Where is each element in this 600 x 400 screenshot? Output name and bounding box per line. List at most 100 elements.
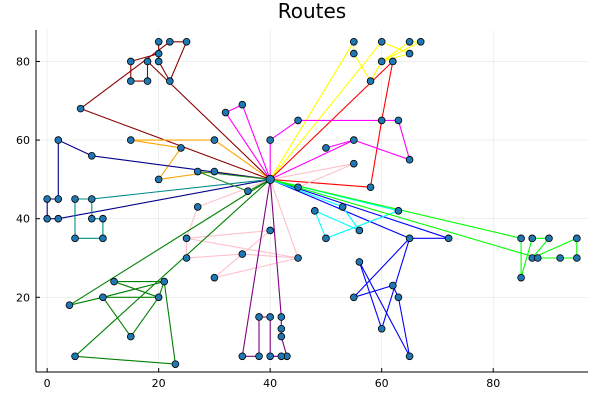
customer-point: [126, 136, 135, 144]
customer-point: [322, 234, 330, 243]
y-tick-label: 40: [16, 213, 30, 226]
customer-point: [377, 37, 386, 46]
customer-point: [322, 144, 330, 152]
depot-point: [265, 174, 275, 185]
customer-point: [389, 57, 397, 66]
customer-point: [545, 234, 553, 243]
ticks-layer: 0 20 40 60 80 20 40 60 80: [16, 55, 500, 390]
route-line-12: [270, 178, 399, 239]
customer-point: [182, 234, 191, 243]
customer-point: [255, 313, 263, 321]
customer-point: [355, 226, 364, 235]
customer-point: [350, 49, 358, 58]
customer-point: [65, 301, 74, 309]
customer-point: [99, 234, 107, 243]
customer-point: [405, 49, 414, 58]
customer-point: [377, 324, 386, 333]
customer-point: [210, 273, 219, 282]
customer-point: [294, 183, 302, 192]
customer-point: [350, 136, 358, 144]
y-tick-label: 20: [16, 291, 30, 304]
customer-point: [266, 352, 274, 361]
customer-point: [71, 234, 79, 243]
x-tick-label: 0: [44, 377, 51, 390]
customer-point: [405, 155, 414, 164]
customer-point: [166, 37, 174, 46]
customer-point: [444, 234, 453, 243]
customer-point: [534, 254, 542, 262]
chart-title: Routes: [278, 0, 346, 23]
customer-point: [99, 293, 107, 302]
customer-point: [221, 108, 230, 117]
customer-point: [154, 293, 163, 302]
customer-point: [87, 214, 96, 223]
customer-point: [366, 183, 375, 192]
customer-point: [377, 57, 386, 66]
customer-point: [528, 234, 537, 243]
grid-layer: [36, 30, 588, 372]
customer-point: [294, 254, 302, 262]
customer-point: [210, 167, 219, 176]
customer-point: [143, 77, 152, 85]
customer-point: [294, 116, 302, 125]
customer-point: [166, 77, 174, 85]
customer-point: [210, 136, 219, 144]
route-line-2: [269, 41, 422, 180]
customer-point: [76, 104, 85, 113]
customer-point: [126, 57, 135, 66]
customer-point: [394, 293, 403, 302]
customer-point: [54, 136, 63, 144]
customer-point: [43, 214, 51, 223]
customer-point: [366, 77, 375, 85]
axes-layer: [35, 30, 588, 373]
y-tick-label: 60: [16, 134, 30, 147]
customer-point: [110, 277, 118, 286]
customer-point: [87, 151, 96, 160]
customer-point: [405, 37, 414, 46]
customer-point: [99, 214, 107, 223]
customer-point: [126, 77, 135, 85]
customer-point: [394, 116, 403, 125]
customer-point: [405, 234, 414, 243]
customer-point: [154, 57, 163, 66]
customer-point: [54, 214, 63, 223]
customer-point: [71, 195, 79, 203]
customer-point: [338, 203, 347, 211]
customer-point: [182, 254, 191, 262]
route-line-14: [197, 170, 271, 192]
customer-point: [355, 258, 364, 266]
customer-point: [556, 254, 564, 262]
customer-point: [405, 352, 414, 361]
customer-point: [517, 273, 525, 282]
customer-point: [277, 352, 286, 361]
customer-point: [416, 37, 425, 46]
customer-point: [177, 144, 185, 152]
customer-point: [182, 37, 191, 46]
customer-point: [350, 159, 358, 168]
routes-layer: [46, 41, 578, 365]
x-tick-label: 20: [152, 377, 166, 390]
customer-point: [277, 313, 286, 321]
customer-point: [244, 187, 252, 195]
points-layer: [43, 37, 581, 368]
customer-point: [193, 167, 202, 176]
customer-point: [394, 207, 403, 215]
customer-point: [277, 332, 286, 341]
customer-point: [193, 203, 202, 211]
customer-point: [87, 195, 96, 203]
customer-point: [43, 195, 51, 203]
customer-point: [277, 324, 286, 333]
x-tick-label: 80: [486, 377, 500, 390]
customer-point: [71, 352, 79, 361]
x-tick-label: 60: [375, 377, 389, 390]
customer-point: [255, 352, 263, 361]
customer-point: [266, 226, 274, 235]
customer-point: [54, 195, 63, 203]
customer-point: [154, 37, 163, 46]
y-tick-label: 80: [16, 55, 30, 68]
customer-point: [238, 250, 247, 258]
customer-point: [266, 313, 274, 321]
customer-point: [350, 293, 358, 302]
